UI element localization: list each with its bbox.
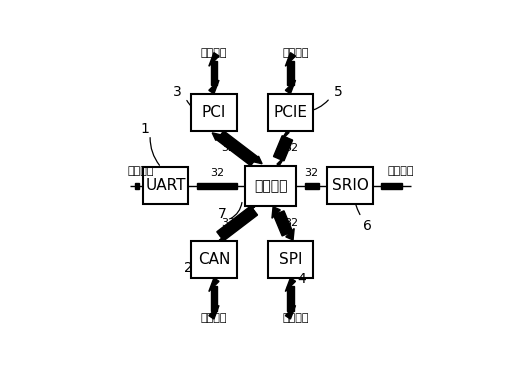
Polygon shape: [286, 229, 294, 240]
Polygon shape: [211, 61, 217, 85]
Text: SPI: SPI: [279, 252, 302, 267]
Polygon shape: [277, 156, 286, 167]
Text: CAN: CAN: [198, 252, 230, 267]
Text: 对外总线: 对外总线: [201, 313, 227, 323]
Text: 4: 4: [297, 272, 306, 286]
Polygon shape: [274, 136, 287, 159]
Text: 2: 2: [184, 261, 193, 275]
Bar: [327, 167, 373, 204]
Polygon shape: [217, 206, 254, 236]
Bar: [268, 94, 313, 131]
Polygon shape: [217, 135, 254, 166]
Polygon shape: [250, 204, 259, 211]
Text: 32: 32: [222, 143, 235, 153]
Polygon shape: [285, 80, 296, 94]
Polygon shape: [211, 286, 217, 311]
Polygon shape: [209, 305, 219, 319]
Bar: [245, 166, 296, 206]
Polygon shape: [274, 213, 287, 236]
Polygon shape: [280, 130, 289, 141]
Text: 对外总线: 对外总线: [387, 166, 414, 176]
Text: 32: 32: [210, 168, 224, 178]
Text: 6: 6: [363, 219, 371, 233]
Text: 32: 32: [305, 168, 319, 178]
Text: 32: 32: [285, 218, 299, 229]
Polygon shape: [381, 183, 402, 189]
Polygon shape: [287, 61, 294, 85]
Text: UART: UART: [146, 178, 186, 193]
Text: 交换模块: 交换模块: [254, 179, 287, 193]
Text: SRIO: SRIO: [332, 178, 369, 193]
Bar: [268, 241, 313, 278]
Polygon shape: [305, 183, 319, 189]
Text: 对外总线: 对外总线: [283, 49, 309, 59]
Polygon shape: [209, 53, 219, 66]
Text: 32: 32: [285, 143, 299, 153]
Bar: [191, 241, 237, 278]
Polygon shape: [285, 305, 296, 319]
Text: 3: 3: [173, 85, 182, 99]
Polygon shape: [287, 286, 294, 311]
Polygon shape: [220, 210, 258, 241]
Text: 32: 32: [222, 218, 235, 229]
Polygon shape: [209, 80, 219, 94]
Polygon shape: [279, 138, 293, 161]
Bar: [143, 167, 188, 204]
Polygon shape: [279, 211, 293, 234]
Text: 5: 5: [334, 85, 343, 99]
Text: PCI: PCI: [202, 105, 226, 120]
Polygon shape: [212, 133, 221, 141]
Text: 对外总线: 对外总线: [283, 313, 309, 323]
Polygon shape: [215, 236, 225, 243]
Polygon shape: [285, 278, 296, 291]
Polygon shape: [209, 278, 219, 291]
Polygon shape: [135, 183, 139, 189]
Text: 7: 7: [218, 207, 227, 221]
Polygon shape: [220, 131, 258, 161]
Polygon shape: [253, 156, 262, 164]
Polygon shape: [285, 53, 296, 66]
Text: 对外总线: 对外总线: [127, 166, 154, 176]
Polygon shape: [272, 207, 280, 218]
Text: PCIE: PCIE: [274, 105, 307, 120]
Text: 对外总线: 对外总线: [201, 49, 227, 59]
Text: 1: 1: [140, 122, 149, 136]
Bar: [191, 94, 237, 131]
Polygon shape: [197, 183, 237, 189]
